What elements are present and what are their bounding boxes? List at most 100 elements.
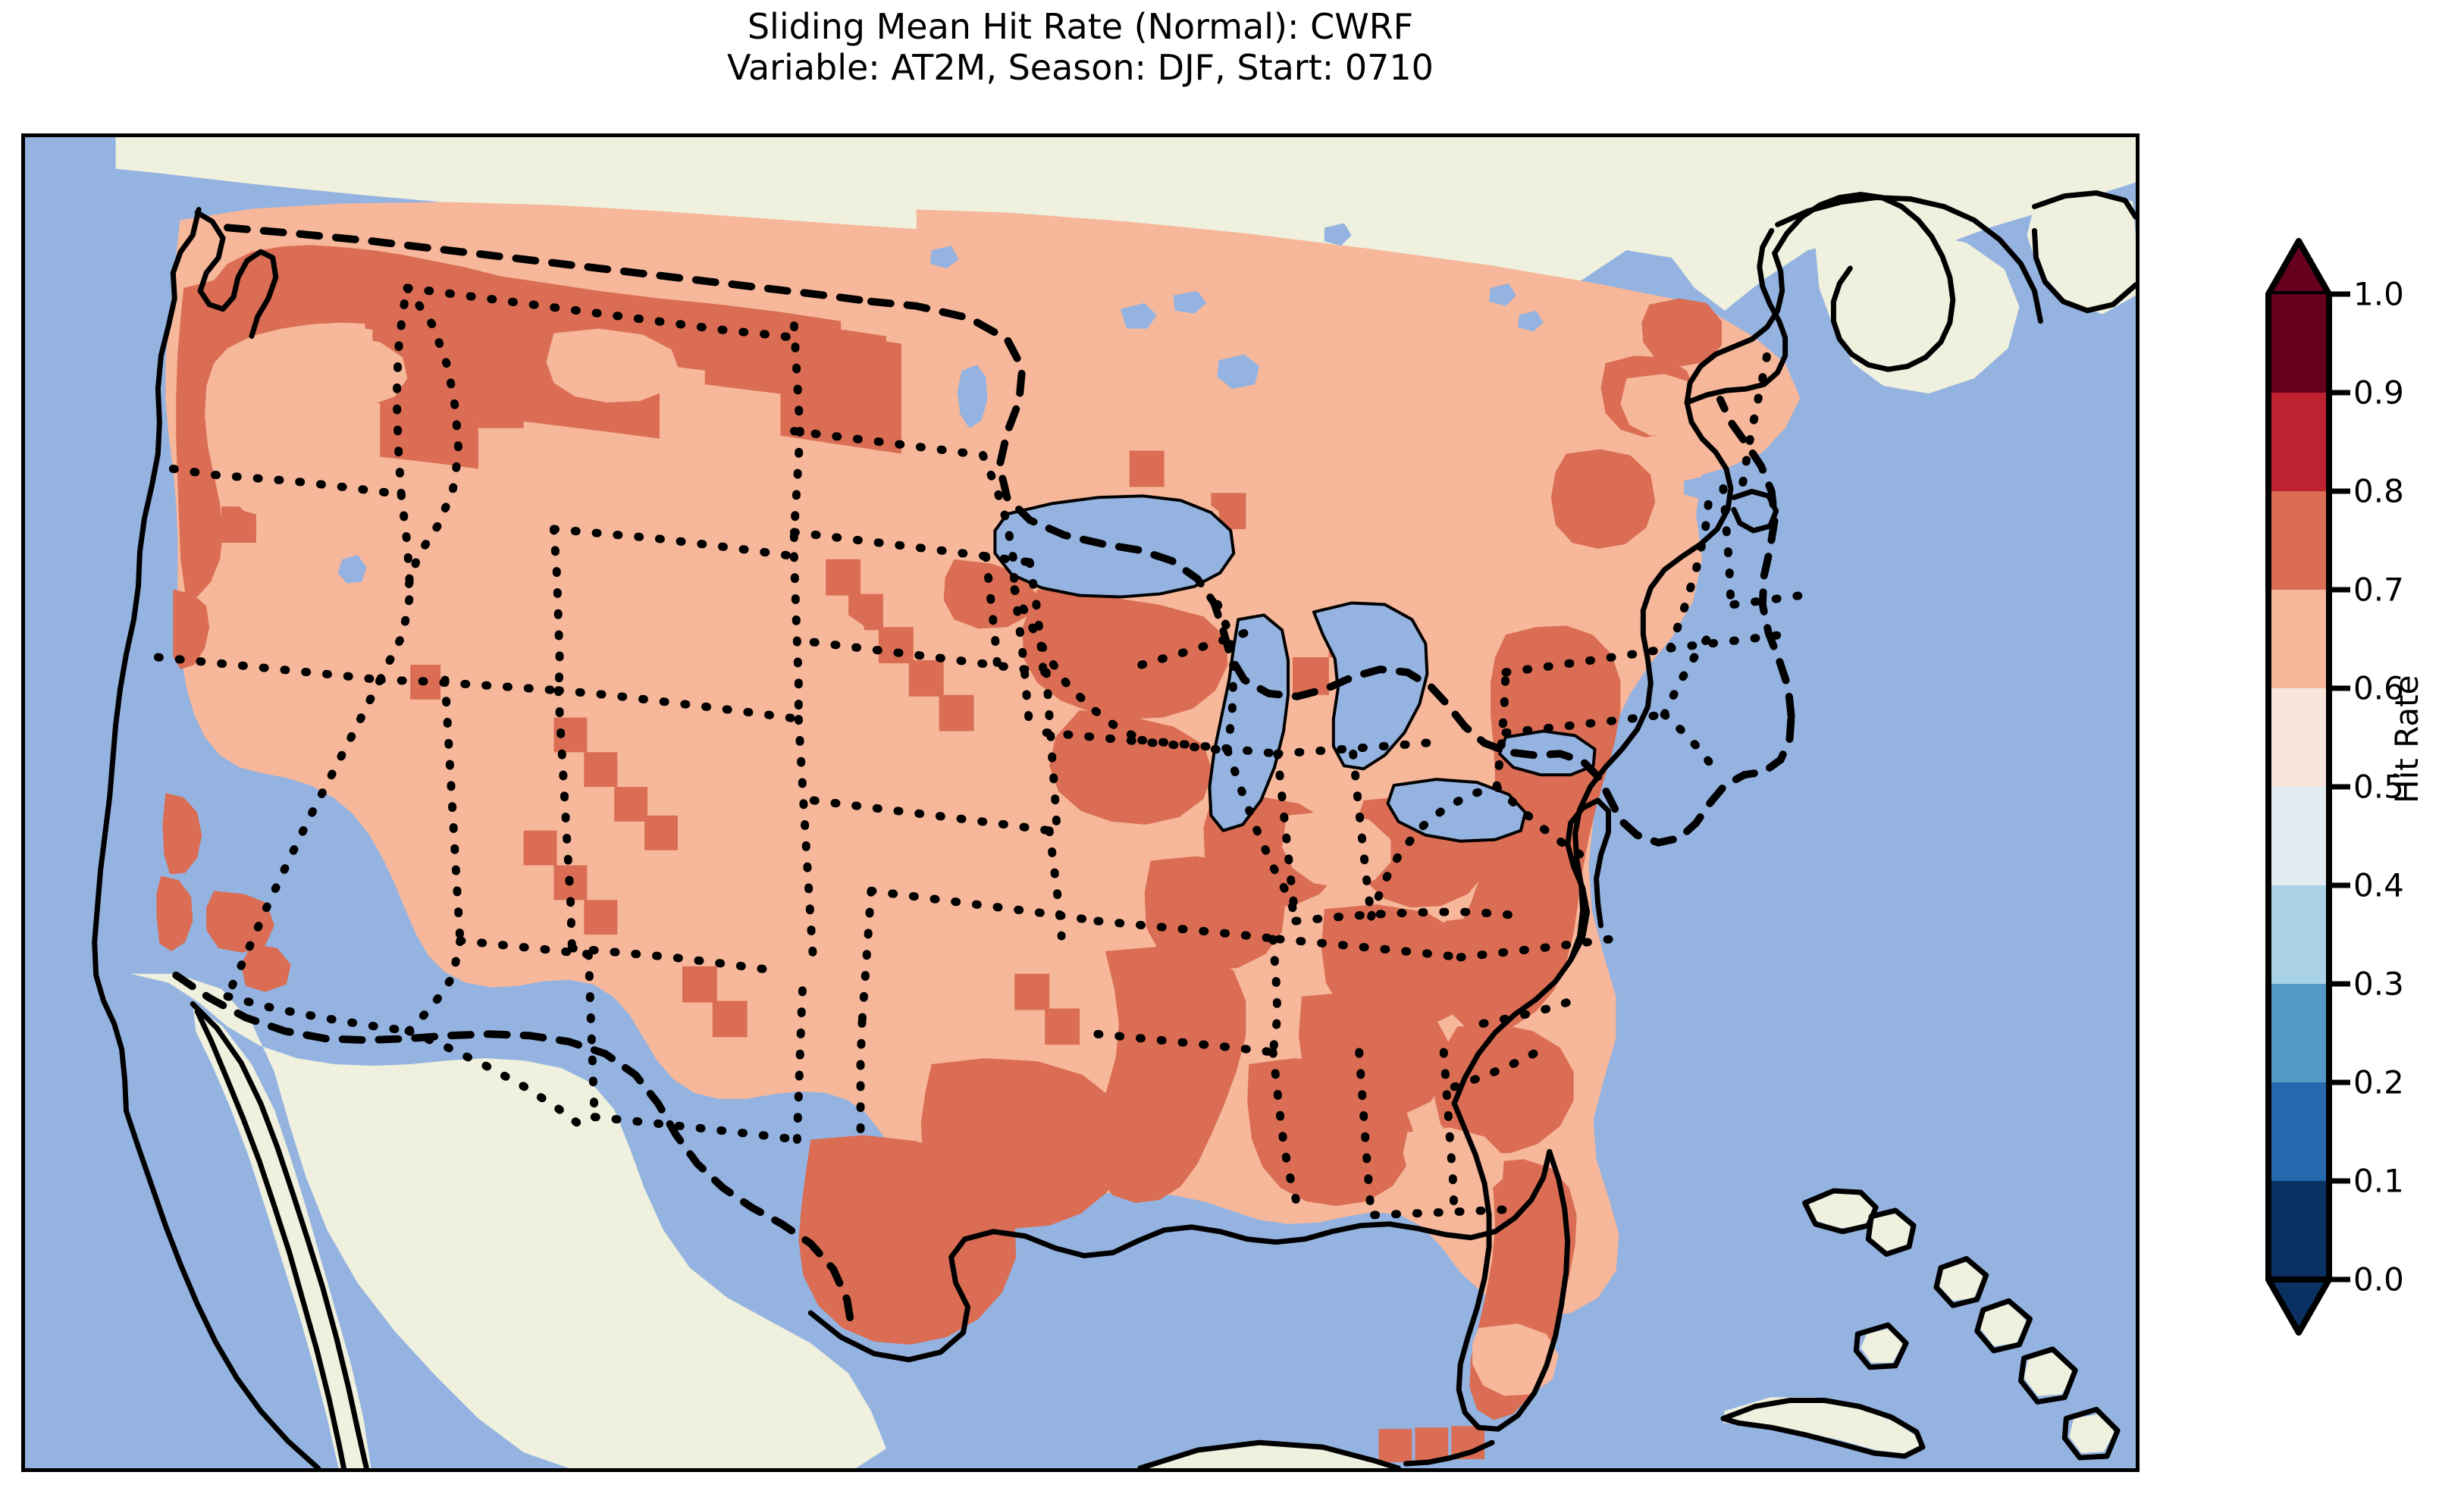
state-border-ks-mo: [1042, 668, 1061, 835]
bahamas-coastline-4: [1974, 1298, 2033, 1354]
bahamas-coastline-7: [2061, 1406, 2121, 1461]
canadian-lake-a: [1120, 302, 1157, 329]
state-border-mn-wi: [1010, 585, 1146, 744]
map-plot: [25, 137, 2136, 1468]
state-border-id-mt: [403, 283, 463, 594]
florida-keys-coastline: [1403, 1439, 1495, 1467]
st-lawrence-coastline: [1772, 192, 1956, 372]
state-border-sc-ga: [1450, 1041, 1553, 1092]
bahamas-4: [1980, 1304, 2027, 1346]
colorbar-tick-1.0: 1.0: [2353, 275, 2404, 313]
lake-huron: [1313, 603, 1428, 769]
colorbar-band-0.3-0.4: [2268, 885, 2329, 984]
colorbar-tick-0.7: 0.7: [2353, 571, 2404, 609]
hit-rate-data-layer: [156, 202, 1801, 1463]
state-border-in-oh: [1349, 749, 1376, 921]
map-axes[interactable]: [21, 133, 2140, 1472]
state-border-ky-oh: [1367, 782, 1501, 921]
state-border-id-wy: [550, 525, 564, 695]
lake-superior-outline: [993, 494, 1236, 599]
state-border-mo-il: [1223, 746, 1300, 926]
chesapeake-bay-coastline: [1565, 797, 1611, 963]
canada-maritimes: [1815, 231, 2020, 394]
colorbar-extend-top: [2265, 238, 2332, 297]
state-border-sd-ia: [1025, 558, 1048, 677]
state-border-or-ca: [153, 653, 384, 684]
state-border-ny-ma-ct: [1666, 630, 1787, 653]
colorbar-extend-bottom: [2265, 1276, 2332, 1336]
state-border-tx-ok-panhandle: [792, 969, 807, 1144]
colorbar-swatches: [2265, 238, 2350, 1336]
state-border-wv-va: [1492, 782, 1595, 866]
colorbar-band-0.1-0.2: [2268, 1082, 2329, 1181]
colorbar-tick-0.2: 0.2: [2353, 1063, 2404, 1101]
gulf-coastline: [807, 1148, 1553, 1363]
state-border-pa-ny: [1501, 644, 1675, 677]
colorbar-band-0.7-0.8: [2268, 491, 2329, 590]
canadian-lake-f: [1517, 310, 1544, 332]
state-border-ut-co: [553, 686, 576, 953]
lake-huron-outline: [1312, 601, 1429, 771]
bahamas-coastline-2: [1865, 1207, 1917, 1258]
state-border-va-nc: [1456, 935, 1614, 962]
state-border-nh-me: [1738, 335, 1775, 487]
newfoundland-coastline: [2031, 190, 2136, 314]
lake-superior: [995, 496, 1234, 597]
bahamas-coastline-6: [1853, 1322, 1909, 1370]
cuba: [1723, 1397, 1922, 1455]
state-border-wa-id: [392, 283, 412, 499]
baja-coastline: [190, 1001, 369, 1468]
colorbar-band-0.4-0.5: [2268, 787, 2329, 885]
state-border-pa-md: [1501, 710, 1669, 737]
us-canada-border-west: [224, 224, 875, 305]
data-cells-bin-0.6-0.7-holes: [223, 328, 1706, 1396]
colorbar-band-0.8-0.9: [2268, 393, 2329, 491]
lake-michigan: [1209, 615, 1289, 831]
cuba-coastline: [1720, 1398, 1926, 1459]
state-border-ar-ms: [1268, 935, 1282, 1057]
state-border-mi-oh-in: [1273, 737, 1447, 758]
bahamas-3: [1939, 1261, 1983, 1301]
state-border-nd-mn: [978, 451, 1019, 594]
state-border-vt-nh: [1719, 484, 1735, 607]
colorbar-tick-0.8: 0.8: [2353, 472, 2404, 510]
colorbar-tick-0.3: 0.3: [2353, 965, 2404, 1003]
bahamas-6: [1861, 1328, 1904, 1363]
title-line-2: Variable: AT2M, Season: DJF, Start: 0710: [727, 47, 1434, 89]
colorbar-band-0.5-0.6: [2268, 688, 2329, 787]
bahamas-coastline-5: [2018, 1346, 2078, 1405]
bahamas-7: [2069, 1414, 2115, 1454]
canadian-lake-g: [1684, 476, 1712, 500]
state-border-layer: [153, 283, 1805, 1220]
canadian-lake-d: [1324, 223, 1352, 246]
state-border-nv-az: [404, 936, 465, 1035]
us-canada-border-east: [1716, 396, 1795, 720]
bahamas-5: [2024, 1351, 2074, 1396]
state-border-ga-fl: [1370, 1204, 1522, 1220]
colorbar[interactable]: 1.0 0.9 0.8 0.7 0.6 0.5 0.4 0.3 0.2 0.1 …: [2265, 238, 2404, 1364]
state-border-oh-pa: [1492, 668, 1510, 791]
colorbar-tick-0.1: 0.1: [2353, 1162, 2404, 1200]
colorbar-bands: [2265, 238, 2332, 1336]
state-border-sd-ne: [789, 528, 1034, 567]
lake-ontario-outline: [1498, 729, 1597, 777]
title-line-1: Sliding Mean Hit Rate (Normal): CWRF: [747, 6, 1414, 47]
national-border-layer: [172, 224, 1795, 1331]
great-salt-lake: [337, 554, 367, 584]
state-border-wy-co: [553, 686, 803, 724]
state-border-az-ca-south: [404, 1026, 590, 1134]
bahamas-1: [1807, 1191, 1875, 1229]
colorbar-tick-0.4: 0.4: [2353, 866, 2404, 904]
us-mexico-border: [172, 971, 856, 1331]
bahamas-2: [1870, 1213, 1913, 1251]
data-cells-bin-0.7-0.8-gulf: [798, 904, 1475, 1345]
state-border-ia-il: [1212, 599, 1238, 755]
state-border-mn-ia: [1010, 585, 1034, 734]
state-border-nc-sc: [1478, 992, 1589, 1028]
puget-sound-coastline: [194, 209, 279, 339]
canadian-lake-b: [1173, 290, 1207, 314]
state-border-ar-la: [1093, 1029, 1277, 1057]
pacific-coastline: [92, 206, 202, 1114]
lake-michigan-outline: [1208, 613, 1290, 832]
figure-title: Sliding Mean Hit Rate (Normal): CWRF Var…: [0, 6, 2161, 89]
